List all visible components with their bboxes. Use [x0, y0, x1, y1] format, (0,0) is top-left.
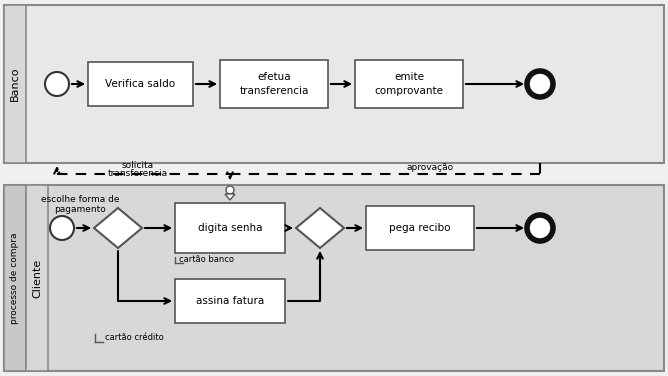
- Circle shape: [226, 186, 234, 194]
- Text: assina fatura: assina fatura: [196, 296, 264, 306]
- Text: Banco: Banco: [10, 67, 20, 101]
- Polygon shape: [225, 194, 235, 200]
- Bar: [4, 185, 664, 371]
- Bar: [175, 279, 285, 323]
- Circle shape: [527, 215, 553, 241]
- Polygon shape: [296, 208, 344, 248]
- Text: transferencia: transferencia: [108, 168, 168, 177]
- Bar: [88, 62, 193, 106]
- Text: emite: emite: [394, 72, 424, 82]
- Circle shape: [45, 72, 69, 96]
- Bar: [355, 60, 463, 108]
- Bar: [4, 185, 26, 371]
- Text: cartão banco: cartão banco: [179, 256, 234, 264]
- Text: efetua: efetua: [257, 72, 291, 82]
- Text: solicita: solicita: [122, 161, 154, 170]
- Text: Verifica saldo: Verifica saldo: [106, 79, 176, 89]
- Text: digita senha: digita senha: [198, 223, 263, 233]
- Text: comprovante: comprovante: [375, 86, 444, 96]
- Text: processo de compra: processo de compra: [11, 232, 19, 324]
- Text: transferencia: transferencia: [239, 86, 309, 96]
- Bar: [366, 206, 474, 250]
- Polygon shape: [94, 208, 142, 248]
- Text: escolhe forma de: escolhe forma de: [41, 196, 120, 205]
- Text: cartão crédito: cartão crédito: [105, 334, 164, 343]
- Text: aprovação: aprovação: [406, 164, 454, 173]
- Bar: [4, 5, 26, 163]
- Text: pagamento: pagamento: [54, 206, 106, 214]
- Circle shape: [50, 216, 74, 240]
- Bar: [175, 203, 285, 253]
- Bar: [26, 185, 48, 371]
- Text: Cliente: Cliente: [32, 258, 42, 298]
- Text: pega recibo: pega recibo: [389, 223, 451, 233]
- Circle shape: [527, 71, 553, 97]
- Bar: [220, 60, 328, 108]
- Bar: [4, 5, 664, 163]
